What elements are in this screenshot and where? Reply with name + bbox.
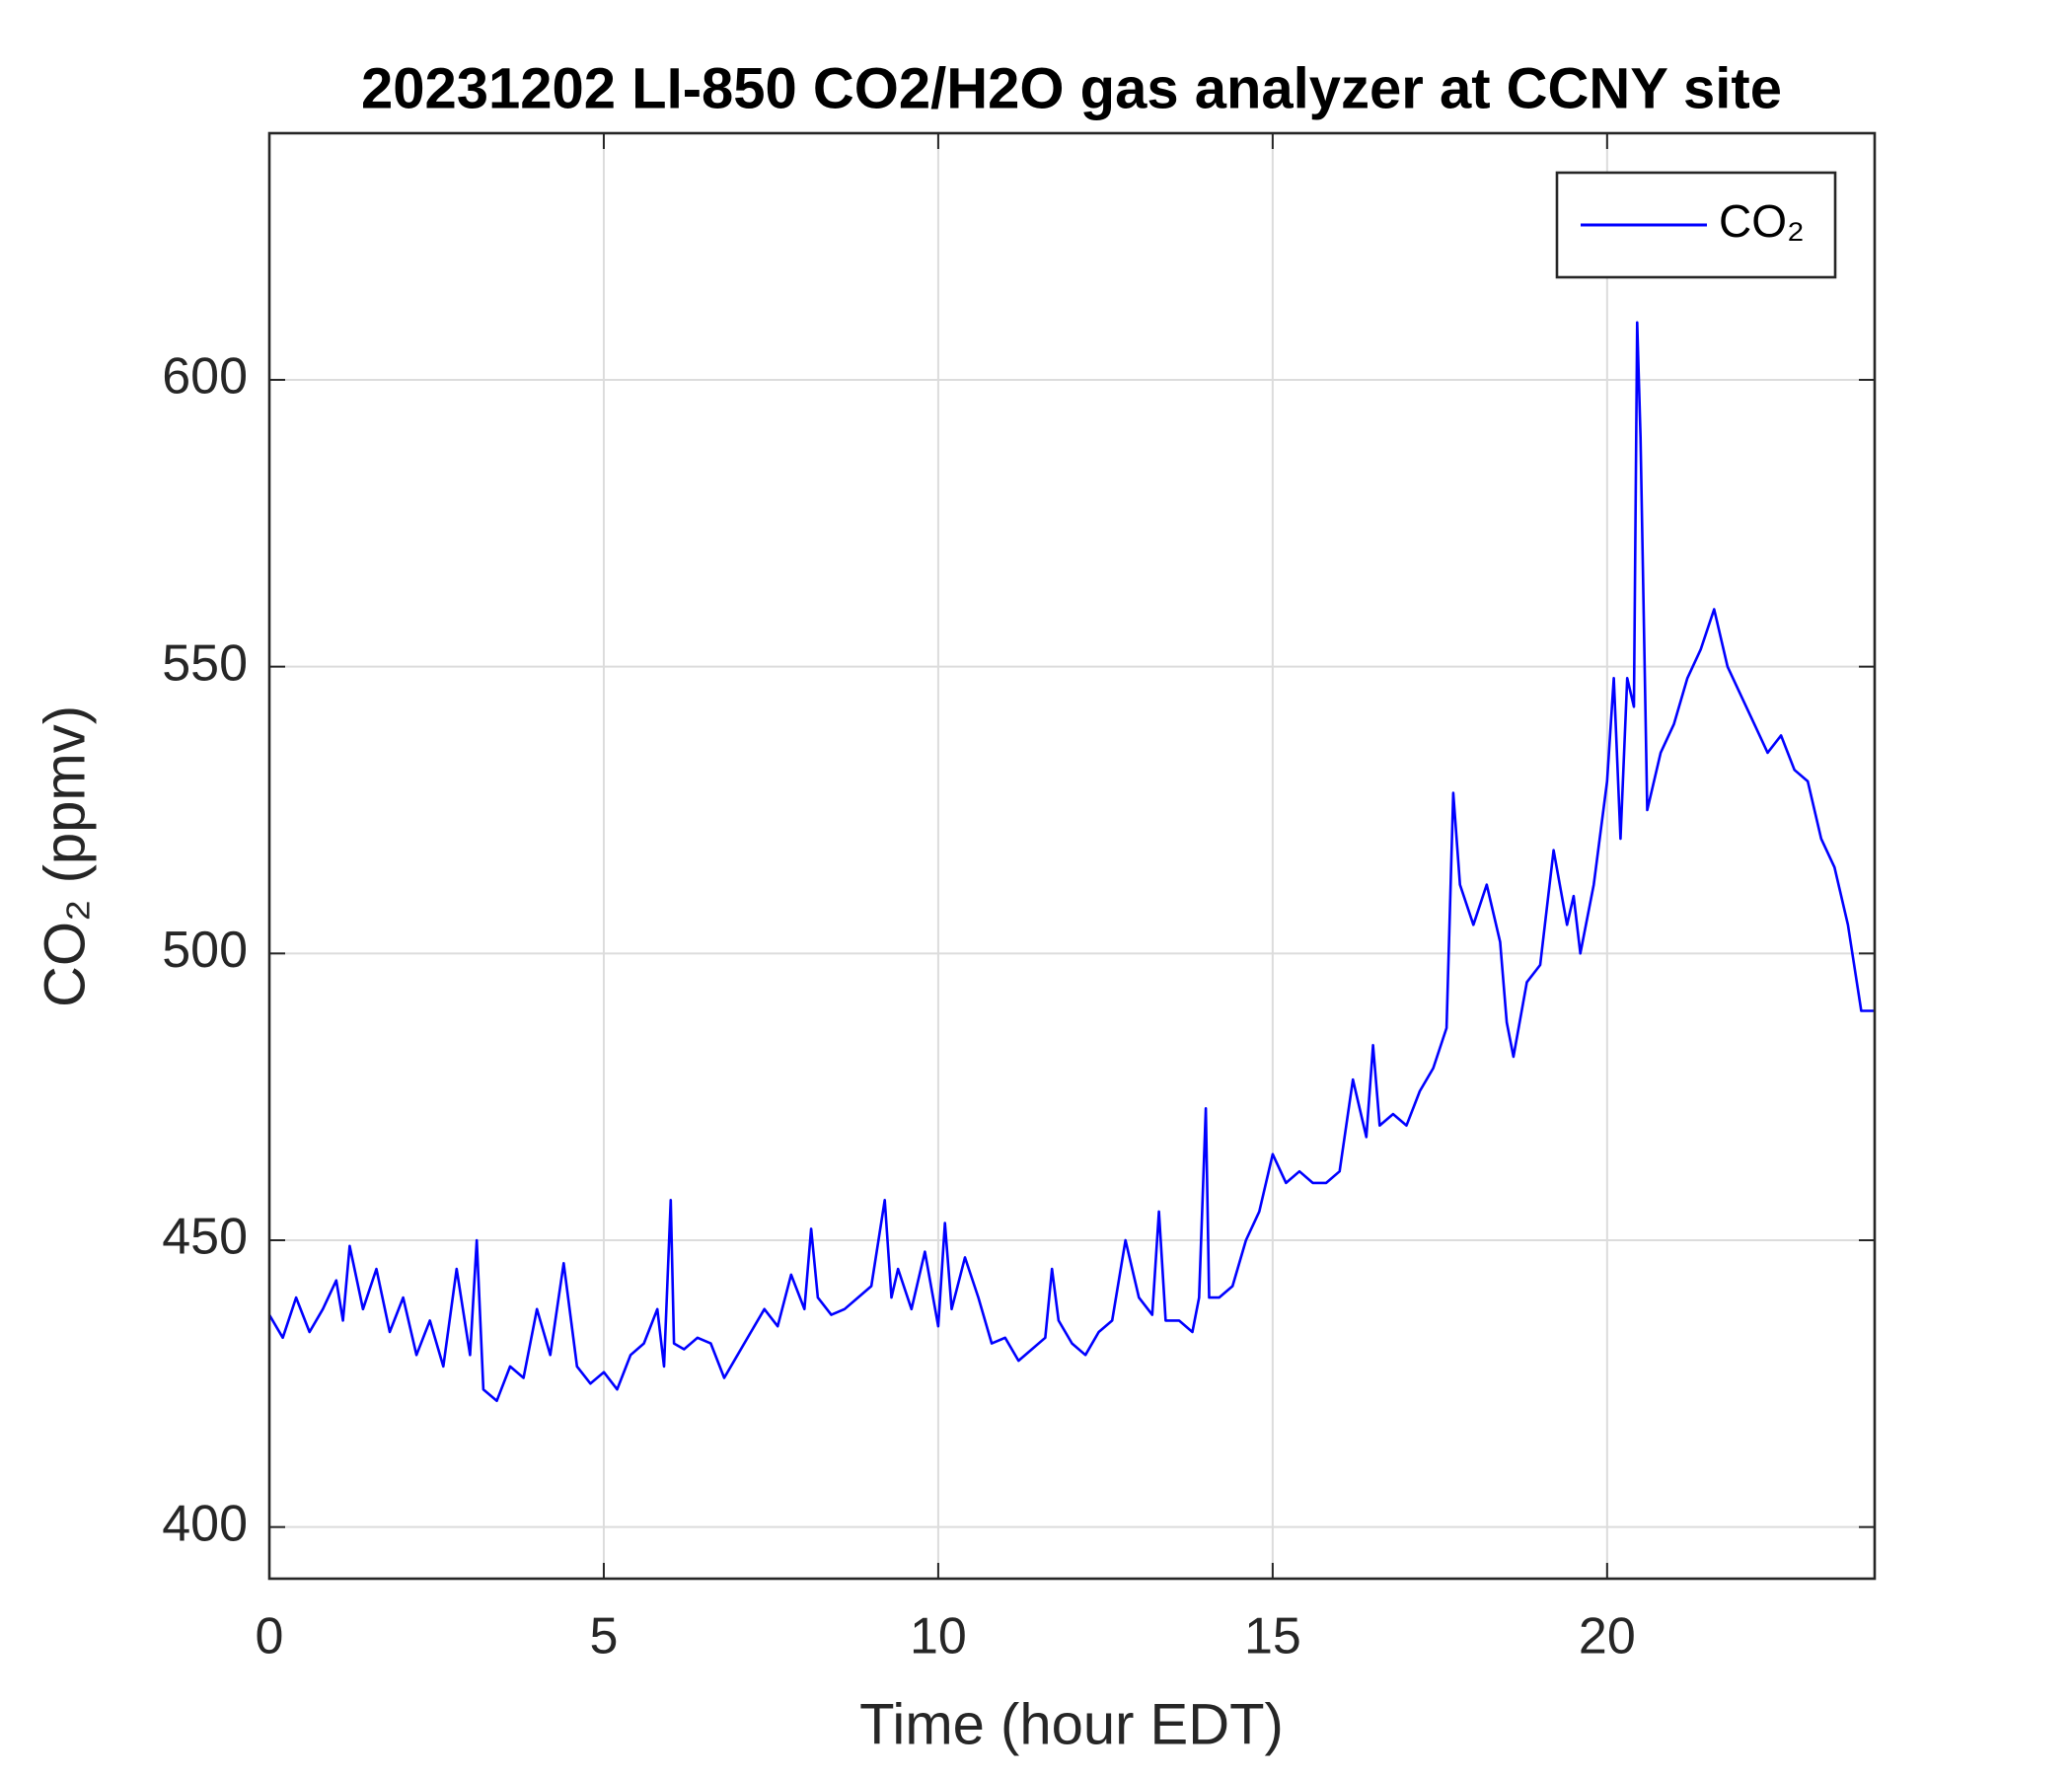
x-tick-label: 10 (910, 1608, 967, 1665)
plot-frame (267, 131, 1877, 1581)
x-axis-label: Time (hour EDT) (859, 1692, 1284, 1756)
y-tick-label: 550 (162, 634, 248, 692)
x-tick-label: 20 (1579, 1608, 1636, 1665)
data-line (267, 321, 1875, 1403)
legend-label: CO₂ (1719, 195, 1805, 247)
y-tick-label: 600 (162, 348, 248, 406)
x-tick-label: 0 (256, 1608, 284, 1665)
y-tick-label: 450 (162, 1209, 248, 1266)
y-axis-label: CO₂ (ppmv) (33, 705, 97, 1007)
x-tick-label: 5 (589, 1608, 618, 1665)
y-tick-label: 400 (162, 1495, 248, 1552)
x-tick-label: 15 (1244, 1608, 1301, 1665)
chart-title: 20231202 LI-850 CO2/H2O gas analyzer at … (361, 56, 1782, 120)
y-tick-label: 500 (162, 922, 248, 979)
